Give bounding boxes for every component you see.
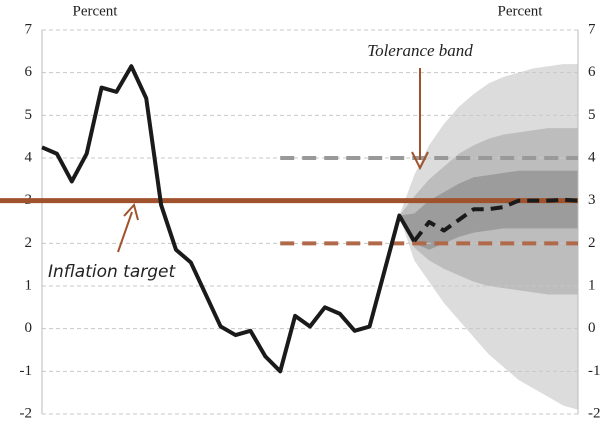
y-tick-label: 2 (25, 235, 33, 251)
y-tick-label: 1 (25, 277, 33, 293)
y2-tick-label: 6 (588, 64, 596, 80)
y-tick-label: 6 (25, 64, 33, 80)
y-tick-label: -1 (20, 363, 33, 379)
y2-tick-label: 0 (588, 320, 596, 336)
y2-tick-label: 3 (588, 192, 596, 208)
y-tick-label: 4 (25, 149, 33, 165)
data-line (41, 64, 416, 374)
y2-tick-label: 7 (588, 21, 596, 37)
annotation: Inflation target (48, 262, 176, 282)
y-tick-label: 5 (25, 107, 33, 123)
y2-tick-label: 5 (588, 107, 596, 123)
y-tick-label: -2 (20, 405, 33, 419)
y-tick-label: 7 (25, 21, 33, 37)
y2-tick-label: 1 (588, 277, 596, 293)
y2-tick-label: 2 (588, 235, 596, 251)
y2-axis-label: Percent (498, 3, 544, 19)
y2-tick-label: -2 (588, 405, 601, 419)
annotation-arrowhead (123, 202, 139, 221)
data-line (412, 197, 579, 243)
annotation-arrowhead (411, 151, 429, 171)
annotation: Tolerance band (367, 41, 473, 60)
y2-tick-label: 4 (588, 149, 596, 165)
y-axis-label: Percent (73, 3, 119, 19)
annotation-arrow (117, 211, 133, 253)
y2-tick-label: -1 (588, 363, 601, 379)
y-tick-label: 0 (25, 320, 33, 336)
